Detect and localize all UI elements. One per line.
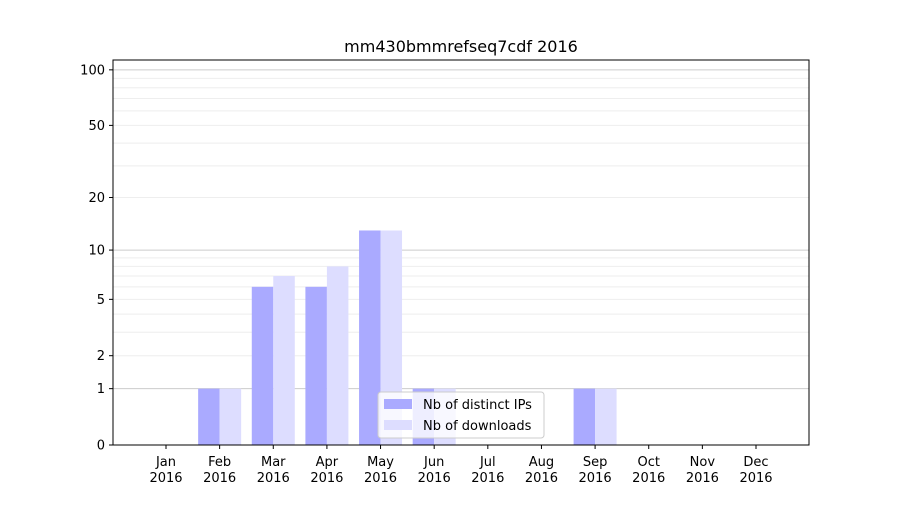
y-tick-label: 50 (88, 119, 105, 134)
bar-distinct-ips (573, 388, 596, 445)
y-tick-label: 0 (97, 439, 105, 454)
bar-distinct-ips (251, 286, 274, 445)
legend-swatch-distinct-ips (384, 399, 412, 409)
x-tick-label: Aug 2016 (525, 455, 558, 486)
x-tick-label: Jul 2016 (471, 455, 504, 486)
bar-downloads (219, 388, 242, 445)
bar-distinct-ips (198, 388, 220, 445)
plot-frame (112, 59, 810, 446)
bar-downloads (595, 388, 617, 445)
x-tick-label: May 2016 (364, 455, 397, 486)
bar-downloads (380, 230, 403, 445)
x-tick-label: Oct 2016 (632, 455, 665, 486)
bar-downloads (273, 275, 295, 445)
x-tick-label: Feb 2016 (203, 455, 236, 486)
bar-downloads (326, 266, 349, 445)
x-tick-label: Jan 2016 (149, 455, 182, 486)
x-tick-label: Sep 2016 (579, 455, 612, 486)
x-tick-label: Dec 2016 (739, 455, 772, 486)
y-tick-label: 10 (88, 244, 105, 259)
y-tick-label: 2 (97, 349, 105, 364)
legend-label-distinct-ips: Nb of distinct IPs (423, 398, 532, 413)
y-tick-label: 1 (97, 382, 105, 397)
x-tick-label: Jun 2016 (418, 455, 451, 486)
y-tick-label: 20 (88, 191, 105, 206)
legend: Nb of distinct IPs Nb of downloads (377, 391, 545, 439)
y-tick-label: 100 (80, 63, 105, 78)
x-tick-label: Mar 2016 (257, 455, 290, 486)
legend-label-downloads: Nb of downloads (423, 419, 532, 434)
bar-distinct-ips (359, 230, 381, 445)
bar-distinct-ips (305, 286, 327, 445)
legend-swatch-downloads (384, 420, 412, 430)
chart-title: mm430bmmrefseq7cdf 2016 (344, 37, 578, 56)
y-tick-label: 5 (97, 293, 105, 308)
x-tick-label: Apr 2016 (310, 455, 343, 486)
x-tick-label: Nov 2016 (686, 455, 719, 486)
